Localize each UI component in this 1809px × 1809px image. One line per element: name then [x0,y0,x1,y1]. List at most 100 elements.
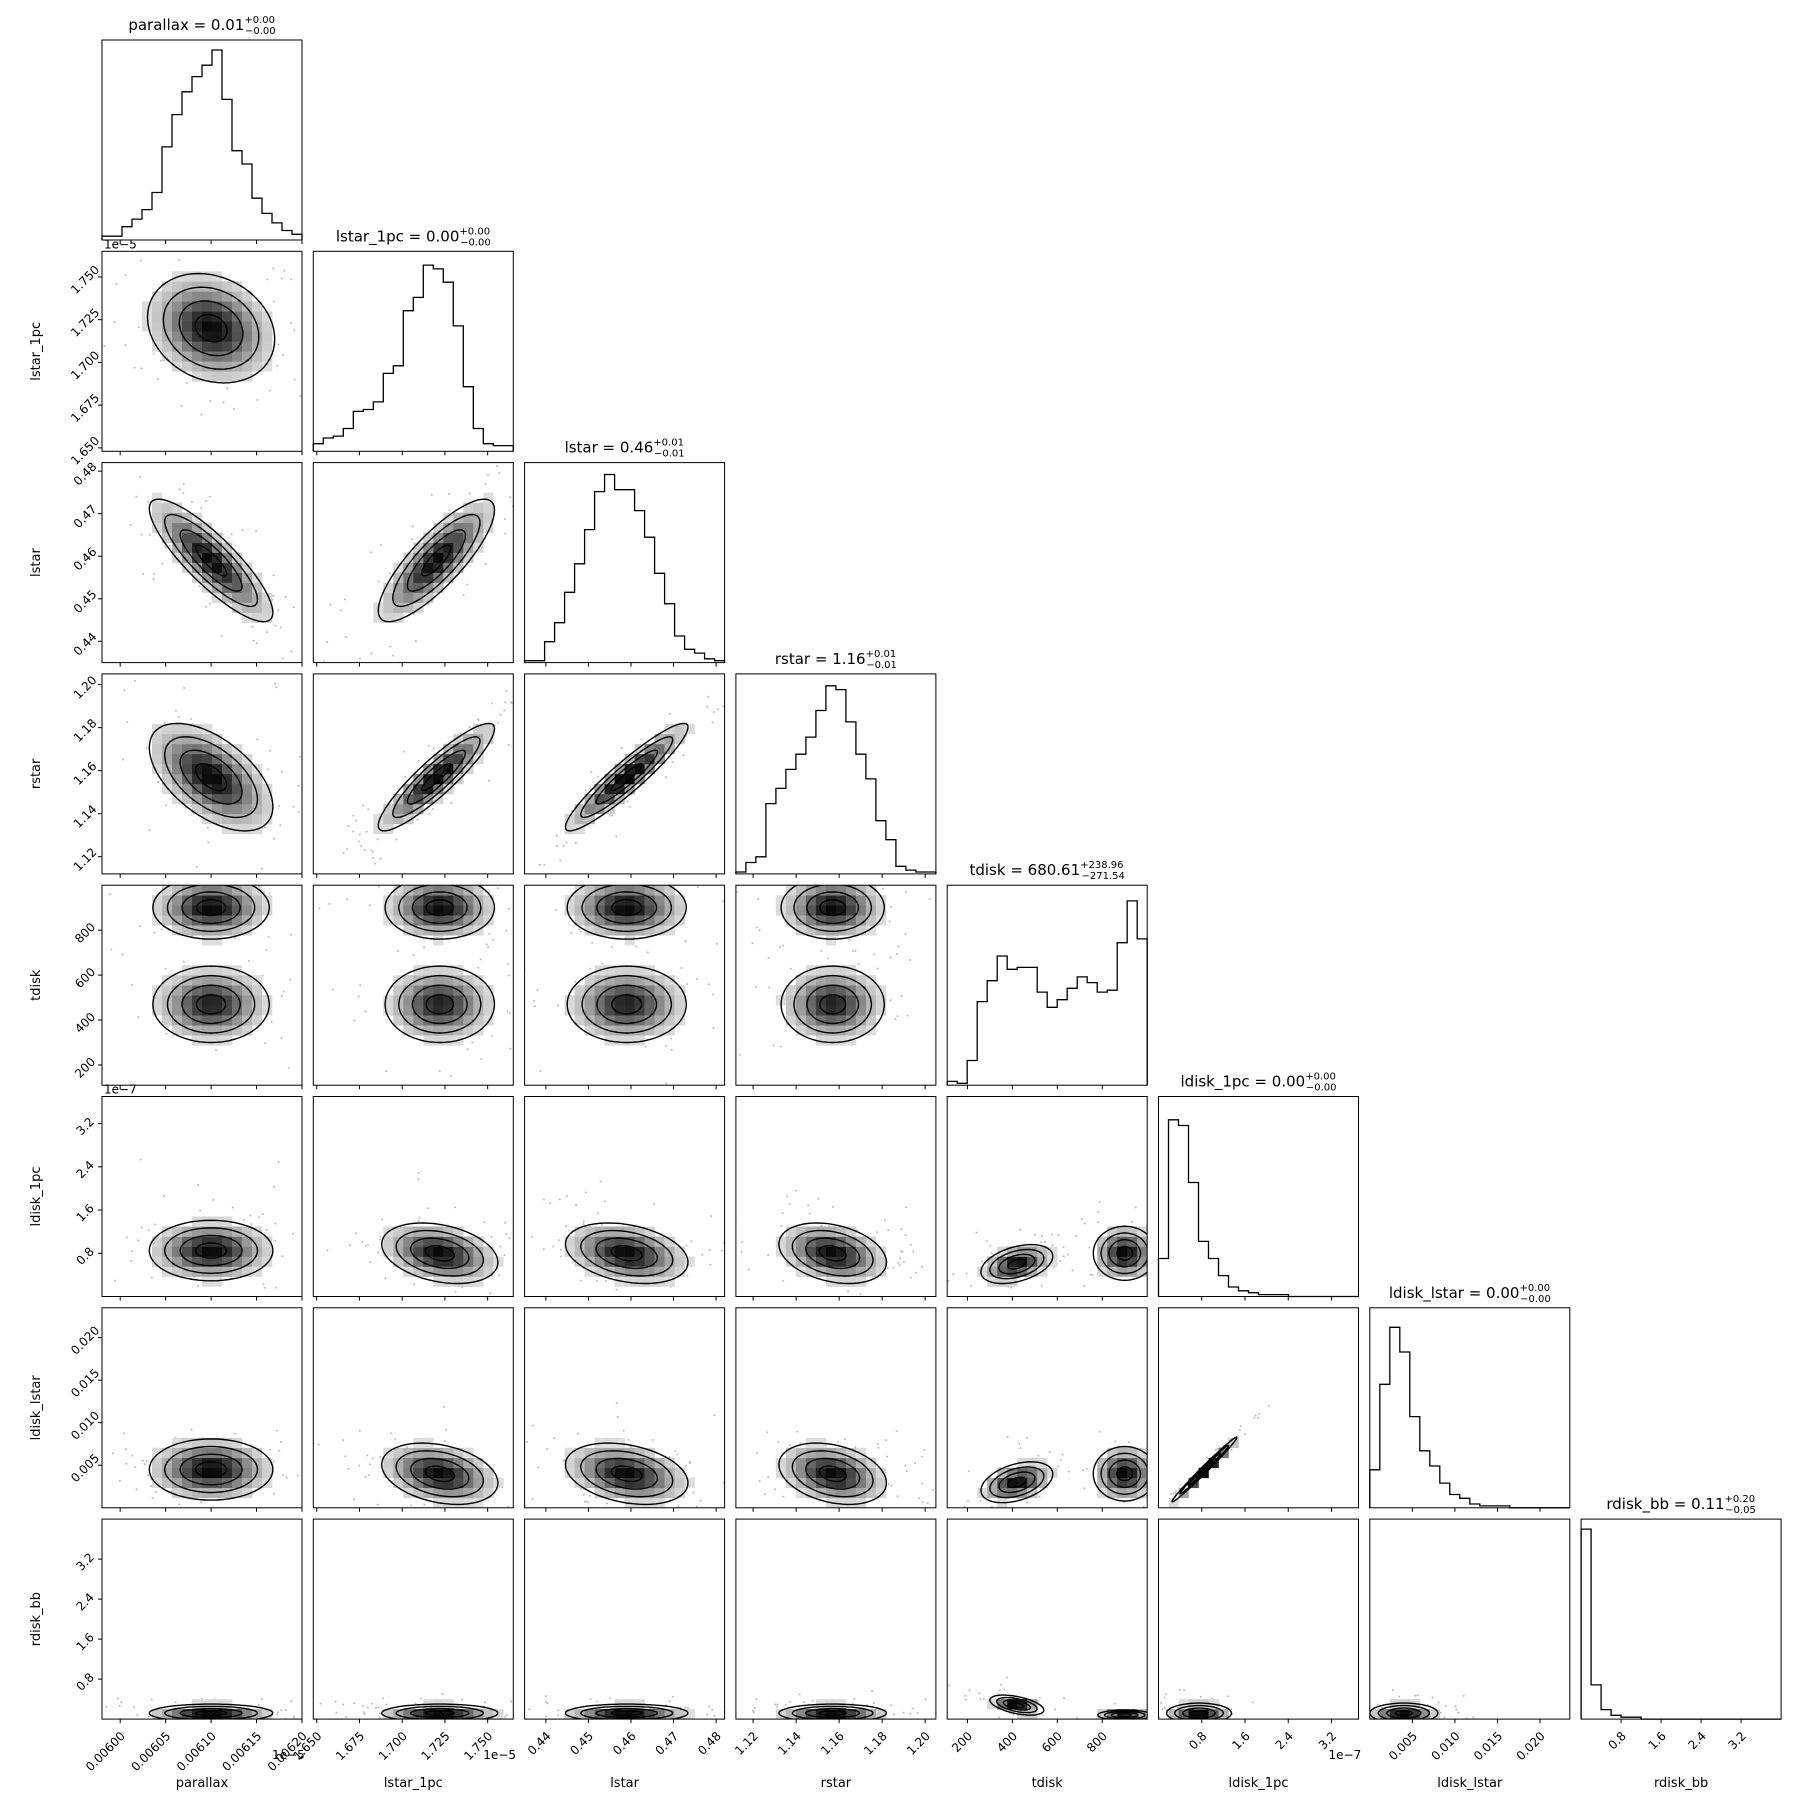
pair-panel-lstar_1pc-vs-tdisk [312,884,520,1090]
density-cell [212,1035,223,1046]
sample-point [297,871,299,873]
density-cell [463,895,474,906]
sample-point [902,1261,905,1264]
density-cell [825,935,837,946]
pair-content [342,690,513,865]
density-cell [242,1256,253,1267]
sample-point [114,1279,117,1282]
density-cell [192,965,203,976]
density-cell [212,1226,223,1237]
sample-point [411,525,414,528]
density-cell [383,1457,394,1469]
density-cell [413,1246,424,1257]
density-cell [624,1025,635,1036]
density-cell [835,1015,847,1026]
contour-line [791,1450,874,1498]
density-cell [795,1226,807,1237]
sample-point [1006,1435,1009,1438]
density-cell [403,602,414,613]
contour-line [564,1442,689,1506]
sample-point [299,394,302,397]
density-cell [433,1467,444,1479]
density-cell [182,331,193,342]
sample-point [272,267,275,270]
density-cell [162,915,173,926]
density-cell [463,753,474,765]
sample-point [522,1486,524,1488]
sample-point [709,1263,712,1266]
panel-frame [1369,1307,1571,1509]
density-cell [192,301,203,312]
sample-point [272,1460,275,1463]
sample-point [982,1697,985,1700]
sample-point [807,1204,810,1207]
density-cell [152,492,163,503]
density-cell [232,281,243,292]
sample-point [518,983,520,985]
contour-line [793,974,873,1034]
density-cell [192,522,203,533]
density-cell [182,723,193,735]
density-cell [483,1467,494,1479]
sample-point [209,399,212,402]
density-cell [845,1709,857,1720]
sample-point [552,1245,555,1248]
density-cell [1017,1487,1028,1499]
sample-point [1010,1286,1013,1289]
panel-frame [735,884,937,1086]
sample-point [427,744,430,747]
density-cell [202,733,213,745]
density-cell [202,783,213,795]
sample-point [1455,1708,1458,1711]
density-cell [654,975,665,986]
sample-point [1163,1696,1166,1699]
sample-point [331,708,333,710]
sample-point [531,1424,534,1427]
density-cell [202,542,213,553]
sample-point [1214,1448,1217,1451]
sample-point [137,1016,140,1019]
sample-point [848,939,851,942]
sample-point [565,1194,568,1197]
density-cell [212,321,223,332]
density-cell [202,975,213,986]
sample-point [1133,1537,1135,1539]
density-cell [654,885,665,896]
density-cell [162,783,173,795]
density-cell [644,1487,655,1499]
density-cell [172,985,183,996]
sample-point [758,1720,760,1722]
sample-point [198,585,201,588]
sample-point [257,1703,260,1706]
density-cell [202,311,213,322]
sample-point [414,640,417,643]
sample-point [290,933,293,936]
sample-point [798,1723,800,1725]
density-cell [664,1266,675,1277]
density-cell [463,1497,474,1508]
sample-point [822,1720,824,1722]
x-axis-label-tdisk: tdisk [1032,1776,1064,1791]
sample-point [842,858,844,860]
density-cell [212,885,223,896]
sample-point [1121,1720,1123,1722]
density-cell [453,885,464,896]
density-cell [423,1266,434,1277]
sample-point [819,1730,821,1732]
density-cell [785,885,797,896]
density-cell [443,522,454,533]
density-cell [664,1256,675,1267]
sample-point [274,682,277,685]
density-cell [433,542,444,553]
sample-point [540,1250,542,1252]
sample-point [902,1711,905,1714]
density-cell [855,895,867,906]
panel-frame [1580,1518,1782,1720]
sample-point [274,624,277,627]
sample-point [163,1194,166,1197]
density-cell [433,532,444,543]
density-cell [463,1025,474,1036]
density-cell [242,582,253,593]
sample-point [348,1244,351,1247]
sample-point [1391,1689,1394,1692]
